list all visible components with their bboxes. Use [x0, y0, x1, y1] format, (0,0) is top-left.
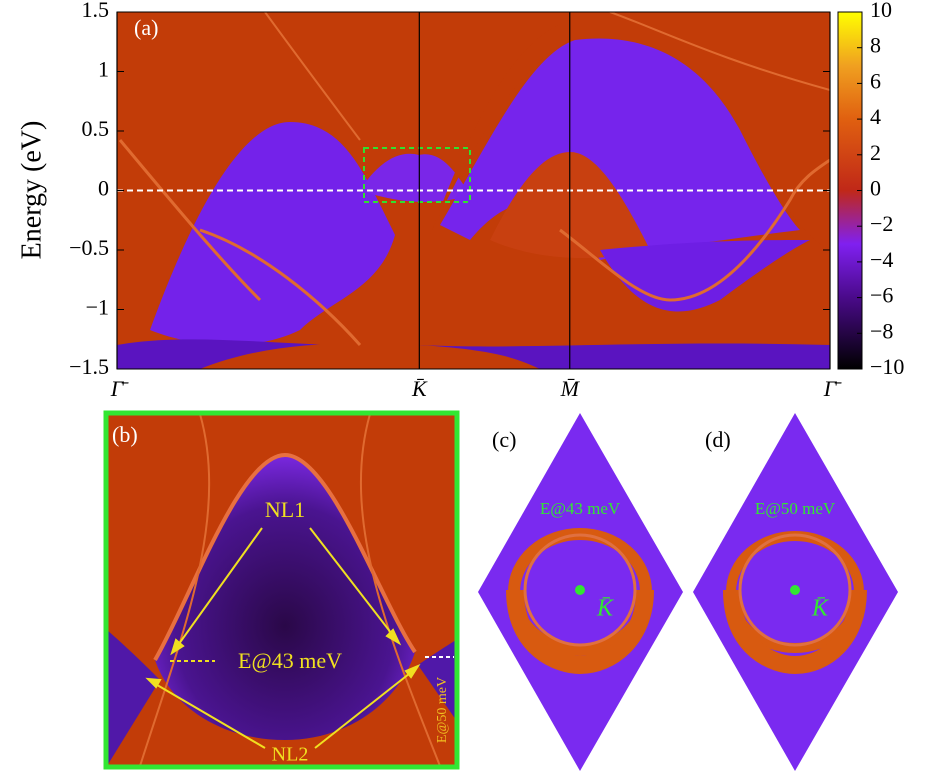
- point-label: K̄: [811, 596, 830, 622]
- annotation: NL2: [272, 744, 309, 766]
- y-tick-label: −1: [86, 295, 109, 320]
- x-tick-label: M̄: [560, 376, 581, 401]
- energy-label: E@43 meV: [540, 499, 621, 518]
- colorbar-tick-label: −10: [870, 354, 904, 379]
- y-tick-label: 1.5: [82, 0, 110, 22]
- point-label: K̄: [596, 596, 615, 622]
- x-tick-label: Γ̄: [110, 376, 130, 401]
- k-point: [790, 585, 800, 595]
- k-point: [575, 585, 585, 595]
- annotation: E@43 meV: [238, 648, 342, 673]
- colorbar-tick-label: 10: [870, 0, 892, 22]
- colorbar-tick-label: 8: [870, 33, 881, 58]
- colorbar-tick-label: 0: [870, 176, 881, 201]
- zoom-frame: [103, 410, 460, 770]
- colorbar-tick-label: −4: [870, 247, 893, 272]
- annotation: NL1: [265, 497, 305, 522]
- heatmap-b: [107, 414, 456, 766]
- colorbar-tick-label: 2: [870, 140, 881, 165]
- colorbar-tick-label: −6: [870, 283, 893, 308]
- panel-label: (b): [112, 422, 138, 447]
- y-tick-label: 0: [98, 176, 109, 201]
- annotation: E@50 meV: [435, 677, 450, 743]
- x-tick-label: Γ̄: [823, 376, 843, 401]
- y-tick-label: −0.5: [69, 235, 109, 260]
- panel-label: (d): [705, 427, 731, 452]
- y-tick-label: 1: [98, 57, 109, 82]
- heatmap-a: [117, 12, 830, 369]
- energy-label: E@50 meV: [755, 499, 836, 518]
- x-tick-label: K̄: [411, 376, 428, 401]
- colorbar-tick-label: 6: [870, 68, 881, 93]
- panel-label: (a): [134, 15, 158, 40]
- panel-label: (c): [492, 427, 516, 452]
- arrows: [145, 527, 454, 749]
- y-axis-label: Energy (eV): [16, 121, 47, 260]
- colorbar-tick-label: −8: [870, 318, 893, 343]
- y-tick-label: −1.5: [69, 354, 109, 379]
- colorbar-tick-label: 4: [870, 104, 881, 129]
- colorbar-tick-label: −2: [870, 211, 893, 236]
- y-tick-label: 0.5: [82, 116, 110, 141]
